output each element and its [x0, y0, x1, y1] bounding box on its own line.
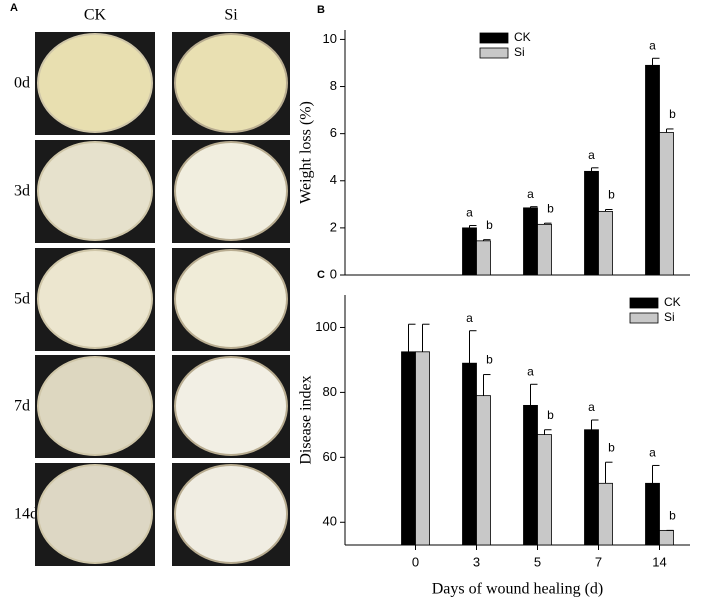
significance-letter: a: [649, 446, 656, 460]
bar: [401, 351, 416, 546]
panel-label: A: [10, 2, 18, 14]
row-label: 0d: [14, 75, 30, 92]
tuber-slice: [37, 356, 153, 456]
tuber-slice: [174, 464, 288, 564]
bar: [598, 210, 613, 276]
bar: [645, 64, 660, 276]
y-tick-label: 4: [330, 172, 337, 187]
legend-label: Si: [514, 45, 525, 59]
significance-letter: b: [486, 218, 493, 232]
bar: [462, 362, 477, 546]
tuber-slice: [37, 33, 153, 133]
bar: [659, 132, 674, 276]
tuber-slice: [174, 356, 288, 456]
x-tick-label: 0: [412, 554, 419, 569]
bar: [645, 482, 660, 546]
significance-letter: b: [669, 107, 676, 121]
bar: [462, 227, 477, 276]
bar: [523, 404, 538, 546]
row-label: 3d: [14, 183, 30, 200]
significance-letter: b: [608, 188, 615, 202]
significance-letter: a: [588, 400, 595, 414]
y-tick-label: 10: [323, 31, 337, 46]
significance-letter: a: [649, 38, 656, 52]
bar: [584, 170, 599, 276]
bar: [415, 351, 430, 546]
legend-swatch: [479, 47, 509, 59]
y-tick-label: 100: [315, 319, 337, 334]
column-label: Si: [224, 7, 238, 24]
significance-letter: b: [486, 353, 493, 367]
y-tick-label: 40: [323, 514, 337, 529]
legend-label: CK: [514, 30, 531, 44]
significance-letter: b: [547, 201, 554, 215]
significance-letter: a: [527, 187, 534, 201]
bar: [584, 429, 599, 546]
tuber-slice: [37, 464, 153, 564]
significance-letter: b: [547, 408, 554, 422]
row-label: 14d: [14, 506, 38, 523]
legend-swatch: [629, 297, 659, 309]
tuber-slice: [37, 249, 153, 349]
x-tick-label: 7: [595, 554, 602, 569]
significance-letter: a: [466, 206, 473, 220]
bar: [476, 240, 491, 276]
significance-letter: b: [608, 440, 615, 454]
panel-label: C: [317, 269, 325, 281]
y-tick-label: 0: [330, 266, 337, 281]
legend-swatch: [629, 312, 659, 324]
tuber-slice: [37, 141, 153, 241]
legend-label: CK: [664, 295, 681, 309]
x-tick-label: 5: [534, 554, 541, 569]
photo-grid: 0d 3d 5d 7d 14d: [14, 32, 290, 566]
y-axis-label: Disease index: [298, 375, 315, 464]
tuber-slice: [174, 249, 288, 349]
y-tick-label: 2: [330, 219, 337, 234]
bar: [537, 434, 552, 546]
tuber-slice: [174, 141, 288, 241]
column-label: CK: [84, 7, 107, 24]
y-tick-label: 60: [323, 449, 337, 464]
significance-letter: b: [669, 509, 676, 523]
significance-letter: a: [527, 364, 534, 378]
bar: [523, 207, 538, 276]
row-label: 7d: [14, 398, 30, 415]
y-tick-label: 8: [330, 78, 337, 93]
legend-swatch: [479, 32, 509, 44]
y-axis-label: Weight loss (%): [298, 101, 315, 204]
y-tick-label: 6: [330, 125, 337, 140]
row-label: 5d: [14, 291, 30, 308]
bar: [659, 529, 674, 546]
bar: [476, 395, 491, 546]
x-axis-label: Days of wound healing (d): [432, 581, 604, 598]
tuber-slice: [174, 33, 288, 133]
legend-label: Si: [664, 310, 675, 324]
x-tick-label: 14: [652, 554, 666, 569]
significance-letter: a: [466, 311, 473, 325]
significance-letter: a: [588, 148, 595, 162]
x-tick-label: 3: [473, 554, 480, 569]
y-tick-label: 80: [323, 384, 337, 399]
bar: [598, 482, 613, 546]
panel-label: B: [317, 4, 325, 16]
bar: [537, 223, 552, 276]
